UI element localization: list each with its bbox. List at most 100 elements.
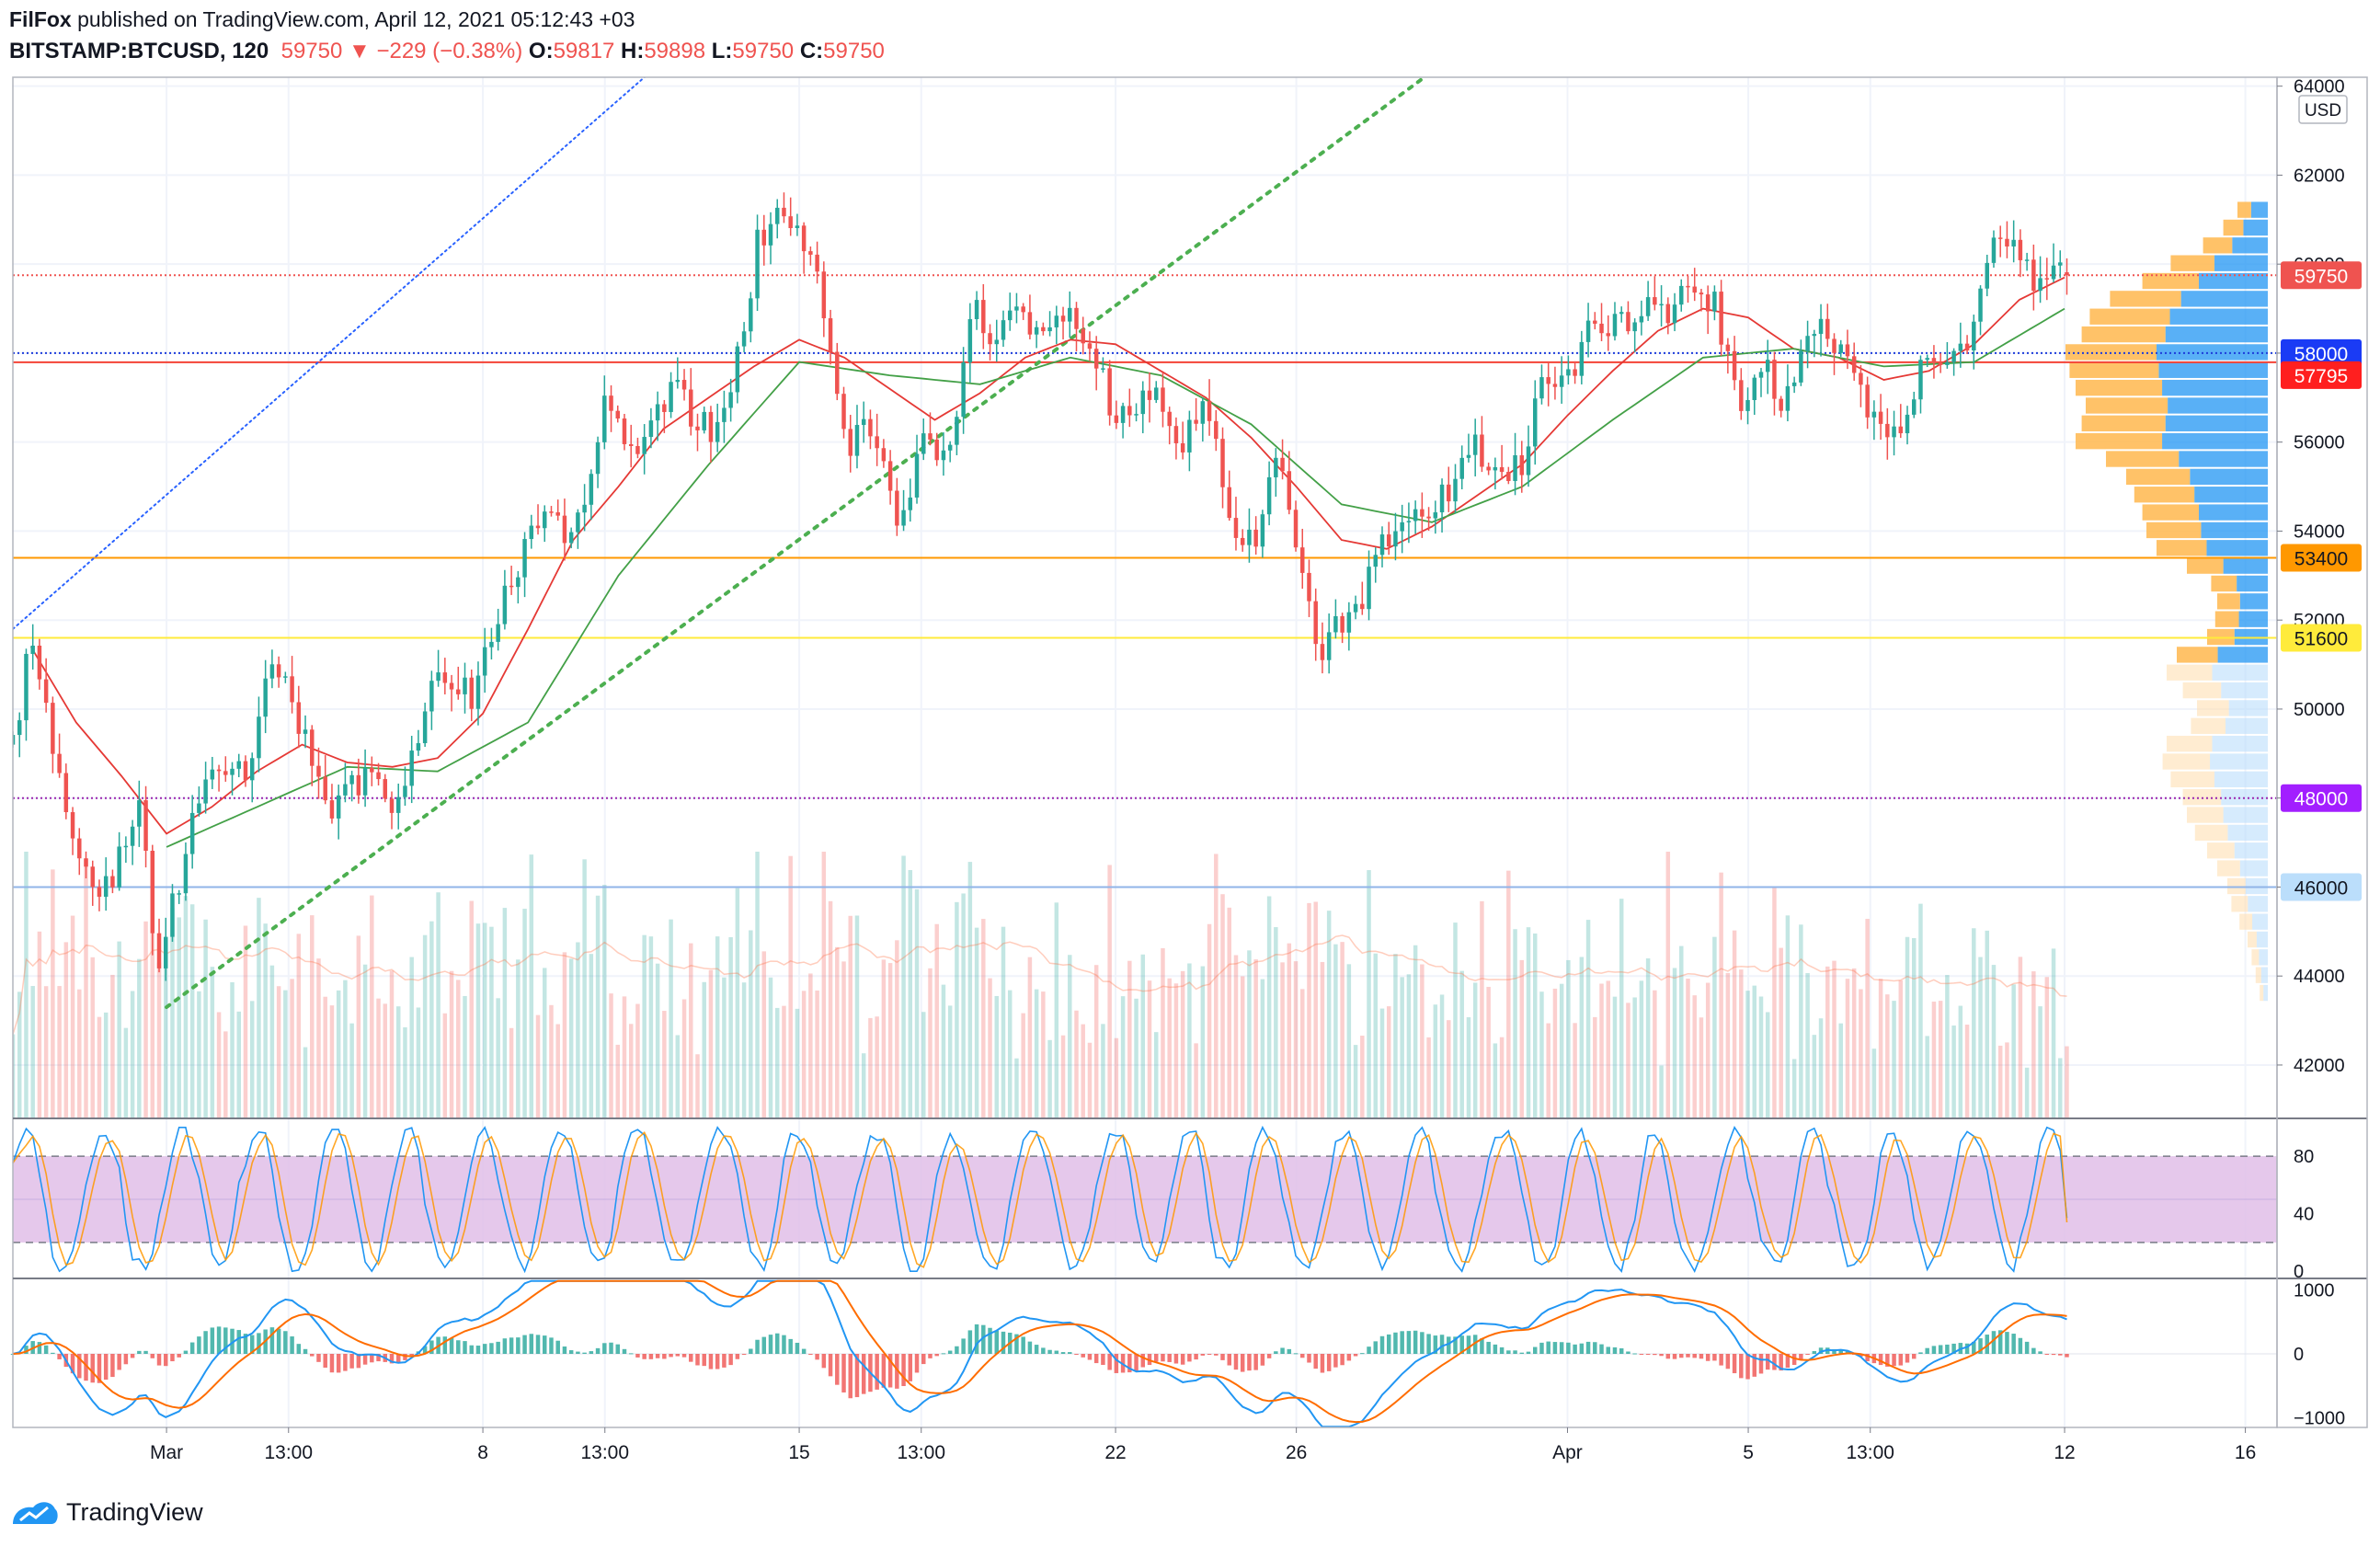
macd-histogram-bar: [1161, 1354, 1165, 1362]
volume-bar: [189, 904, 195, 1118]
candle-up: [1619, 312, 1624, 315]
macd-histogram-bar: [835, 1354, 840, 1385]
volume-profile-up: [2252, 913, 2268, 930]
price-tag-label: 48000: [2294, 789, 2348, 810]
candle-down: [1214, 420, 1219, 440]
candle-up: [429, 681, 434, 712]
price-tag-label: 57795: [2294, 366, 2348, 387]
candle-up: [1439, 484, 1445, 513]
candle-up: [1639, 315, 1644, 323]
volume-bar: [496, 998, 500, 1118]
macd-histogram-bar: [1739, 1354, 1744, 1379]
volume-bar: [529, 854, 534, 1118]
candle-down: [1194, 419, 1198, 424]
volume-bar: [150, 852, 155, 1118]
macd-histogram-bar: [137, 1350, 142, 1354]
volume-bar: [981, 919, 986, 1118]
candle-down: [875, 436, 879, 449]
volume-profile-down: [2086, 397, 2168, 414]
candle-up: [1140, 390, 1146, 415]
trendlines[interactable]: [13, 68, 1436, 1010]
candle-down: [1074, 307, 1079, 329]
macd-histogram-bar: [389, 1354, 395, 1364]
volume-bar: [768, 977, 773, 1118]
volume-profile-up: [2237, 575, 2268, 592]
volume-bar: [1439, 994, 1445, 1118]
volume-bar: [1925, 1036, 1929, 1118]
macd-histogram-bar: [143, 1350, 148, 1354]
macd-histogram-bar: [1938, 1345, 1943, 1354]
candle-up: [568, 532, 574, 544]
volume-bar: [164, 957, 168, 1118]
volume-bar: [422, 934, 428, 1118]
macd-histogram-bar: [290, 1336, 294, 1354]
macd-histogram-bar: [1799, 1354, 1803, 1360]
volume-profile-up: [2214, 255, 2268, 271]
macd-histogram-bar: [941, 1353, 946, 1355]
volume-bar: [1499, 1037, 1505, 1118]
volume-profile-down: [2089, 308, 2170, 325]
symbol-name[interactable]: BITSTAMP:BTCUSD, 120: [9, 39, 269, 63]
macd-histogram-bar: [815, 1354, 819, 1360]
volume-bar: [1871, 1049, 1877, 1118]
volume-bar: [1851, 968, 1857, 1118]
candle-down: [1739, 380, 1744, 411]
macd-histogram-bar: [635, 1354, 640, 1358]
volume-bar: [463, 995, 467, 1118]
horizontal-levels[interactable]: [13, 274, 2277, 888]
candle-down: [934, 439, 939, 461]
volume-bar: [1120, 996, 1126, 1118]
candle-down: [1931, 358, 1937, 363]
volume-bar: [615, 1044, 621, 1118]
macd-histogram-bar: [516, 1337, 521, 1354]
candle-up: [1353, 603, 1358, 613]
volume-bar: [609, 993, 613, 1118]
macd-histogram-bar: [908, 1354, 913, 1381]
macd-histogram-bar: [921, 1354, 926, 1365]
macd-histogram-bar: [463, 1341, 467, 1354]
volume-bar: [928, 968, 933, 1118]
candle-down: [1114, 415, 1119, 423]
candle-up: [249, 758, 255, 781]
volume-profile-up: [2234, 842, 2268, 859]
candle-up: [1526, 446, 1531, 476]
candle-up: [648, 420, 654, 438]
x-tick-label: 13:00: [264, 1442, 313, 1463]
volume-bar: [795, 1008, 800, 1118]
candle-up: [1068, 307, 1072, 322]
candle-down: [243, 761, 248, 781]
price-tag-53400: [2281, 544, 2362, 572]
volume-bar: [77, 989, 82, 1118]
candle-up: [669, 382, 673, 412]
volume-bar: [755, 852, 760, 1118]
macd-histogram-bar: [675, 1354, 681, 1357]
candle-up: [1972, 321, 1976, 351]
candle-up: [1945, 361, 1950, 365]
volume-profile-down: [2069, 361, 2159, 378]
candle-down: [1233, 518, 1239, 538]
candle-down: [1878, 411, 1883, 424]
volume-profile-down: [2167, 735, 2213, 752]
volume-bar: [1386, 1006, 1391, 1118]
macd-histogram-bar: [123, 1354, 129, 1365]
currency-badge: [2298, 95, 2348, 124]
volume-bar: [1280, 962, 1285, 1118]
volume-profile-up: [2223, 557, 2268, 574]
macd-histogram-bar: [1014, 1334, 1019, 1354]
volume-bar: [774, 1007, 780, 1118]
candle-up: [1007, 310, 1013, 321]
macd-histogram-bar: [828, 1354, 833, 1377]
volume-bar: [1546, 1023, 1550, 1118]
volume-bar: [1779, 947, 1783, 1118]
candle-down: [828, 318, 833, 352]
volume-bar: [1240, 976, 1245, 1118]
volume-bar: [103, 1012, 109, 1118]
volume-profile-down: [2231, 896, 2248, 912]
tradingview-brand[interactable]: TradingView: [11, 1496, 203, 1528]
publisher-name[interactable]: FilFox: [9, 7, 72, 31]
macd-histogram-bar: [469, 1345, 474, 1354]
candle-up: [702, 411, 706, 430]
macd-histogram-bar: [1513, 1350, 1517, 1354]
